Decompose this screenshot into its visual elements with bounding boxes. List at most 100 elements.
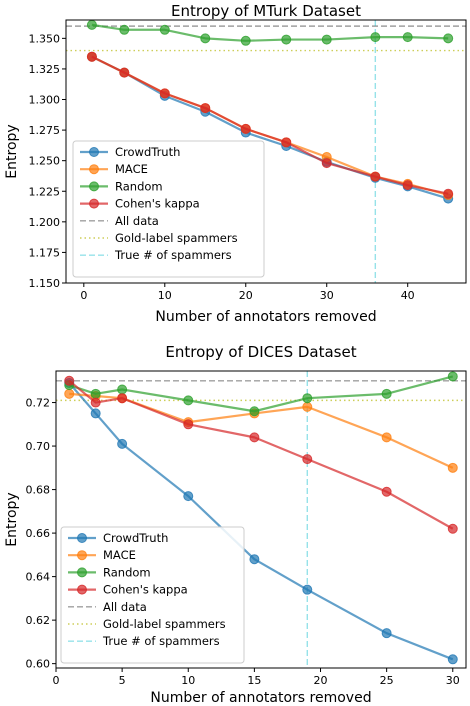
legend-swatch-marker-cohen-s-kappa	[89, 198, 99, 209]
legend-label-true-of-spammers: True # of spammers	[114, 248, 232, 262]
data-point-crowdtruth	[183, 491, 194, 502]
data-point-cohen-s-kappa	[86, 51, 97, 62]
legend-label-mace: MACE	[115, 162, 148, 176]
data-point-cohen-s-kappa	[402, 180, 413, 191]
data-point-crowdtruth	[117, 438, 128, 449]
data-point-random	[117, 384, 128, 395]
data-point-cohen-s-kappa	[159, 88, 170, 99]
y-tick-label: 1.250	[29, 155, 61, 168]
data-point-crowdtruth	[249, 554, 260, 565]
legend-label-cohen-s-kappa: Cohen's kappa	[103, 583, 188, 597]
data-point-cohen-s-kappa	[443, 188, 454, 199]
plot-frame	[55, 370, 467, 669]
legend-swatch-marker-crowdtruth	[77, 533, 87, 543]
legend-swatch-marker-mace	[89, 164, 99, 175]
data-point-crowdtruth	[90, 408, 101, 419]
series-line-random	[68, 375, 454, 413]
data-point-random	[183, 395, 194, 406]
data-point-cohen-s-kappa	[119, 67, 130, 78]
x-tick-label: 30	[446, 674, 460, 687]
data-point-cohen-s-kappa	[302, 454, 313, 465]
data-point-random	[90, 388, 101, 399]
x-tick-label: 20	[314, 674, 328, 687]
data-point-random	[370, 32, 381, 43]
data-point-random	[443, 33, 454, 44]
y-tick-label: 1.325	[29, 63, 61, 76]
data-point-cohen-s-kappa	[249, 432, 260, 443]
data-point-random	[281, 34, 292, 45]
data-point-random	[381, 388, 392, 399]
data-point-cohen-s-kappa	[183, 419, 194, 430]
data-point-crowdtruth	[447, 654, 458, 665]
legend-swatch-marker-crowdtruth	[89, 147, 99, 157]
x-tick-label: 15	[247, 674, 261, 687]
y-tick-label: 1.225	[29, 185, 61, 198]
data-point-random	[119, 24, 130, 35]
data-point-mace	[381, 432, 392, 443]
data-point-cohen-s-kappa	[370, 171, 381, 182]
data-point-cohen-s-kappa	[90, 397, 101, 408]
chart-mturk: 0 10 20 30 40 1.150 1.175 1.200 1.225 1.250 1.275 1…	[4, 2, 467, 325]
plot-frame	[65, 19, 467, 284]
legend-label-true-of-spammers: True # of spammers	[102, 634, 220, 648]
data-point-random	[321, 34, 332, 45]
y-tick-label: 0.70	[26, 440, 51, 453]
y-tick-label: 1.275	[29, 124, 61, 137]
y-tick-label: 1.300	[29, 94, 61, 107]
data-point-cohen-s-kappa	[64, 375, 75, 386]
data-point-random	[249, 406, 260, 417]
data-point-random	[159, 24, 170, 35]
y-tick-label: 0.60	[26, 658, 51, 671]
data-point-random	[447, 371, 458, 382]
legend-label-all-data: All data	[103, 600, 147, 614]
legend-swatch-marker-cohen-s-kappa	[77, 584, 87, 595]
legend-label-all-data: All data	[115, 214, 159, 228]
legend-box	[72, 140, 265, 278]
data-point-random	[240, 35, 251, 46]
y-tick-label: 1.175	[29, 246, 61, 259]
y-tick-label: 1.200	[29, 216, 61, 229]
y-tick-label: 0.66	[26, 527, 51, 540]
y-tick-label: 0.72	[26, 397, 51, 410]
x-tick-label: 20	[239, 289, 253, 302]
x-axis-label: Number of annotators removed	[150, 690, 371, 706]
data-point-random	[200, 33, 211, 44]
data-point-random	[402, 32, 413, 43]
legend-label-gold-label-spammers: Gold-label spammers	[103, 617, 226, 631]
x-tick-label: 10	[158, 289, 172, 302]
data-point-cohen-s-kappa	[321, 158, 332, 169]
data-point-cohen-s-kappa	[381, 486, 392, 497]
series-line-mace	[69, 392, 454, 469]
y-axis-label: Entropy	[4, 492, 20, 546]
legend-label-crowdtruth: CrowdTruth	[115, 145, 180, 159]
data-point-mace	[447, 462, 458, 473]
x-tick-label: 0	[80, 289, 87, 302]
legend-swatch-marker-random	[77, 567, 87, 578]
chart-dices: 0 5 10 15 20 25 30 0.60 0.62 0.64 0.66 0.68 0.70 0.72…	[4, 343, 467, 706]
series-line-cohen-s-kappa	[91, 55, 449, 195]
x-axis-label: Number of annotators removed	[155, 309, 376, 325]
legend-swatch-marker-random	[89, 181, 99, 192]
legend-label-mace: MACE	[103, 548, 136, 562]
y-tick-label: 0.62	[26, 614, 51, 627]
x-tick-label: 0	[53, 674, 60, 687]
y-tick-label: 1.150	[29, 277, 61, 290]
x-tick-label: 10	[181, 674, 195, 687]
data-point-random	[302, 393, 313, 404]
y-tick-label: 0.64	[26, 571, 51, 584]
data-point-cohen-s-kappa	[281, 137, 292, 148]
x-tick-label: 30	[320, 289, 334, 302]
legend-label-random: Random	[103, 565, 151, 579]
legend-label-cohen-s-kappa: Cohen's kappa	[115, 197, 200, 211]
data-point-crowdtruth	[302, 584, 313, 595]
data-point-random	[86, 19, 97, 30]
y-tick-label: 1.350	[29, 32, 61, 45]
data-point-cohen-s-kappa	[200, 103, 211, 114]
legend-label-gold-label-spammers: Gold-label spammers	[115, 231, 238, 245]
chart-title: Entropy of DICES Dataset	[165, 343, 356, 361]
data-point-cohen-s-kappa	[240, 123, 251, 134]
legend-label-crowdtruth: CrowdTruth	[103, 531, 168, 545]
data-point-mace	[302, 401, 313, 412]
legend-label-random: Random	[115, 179, 163, 193]
